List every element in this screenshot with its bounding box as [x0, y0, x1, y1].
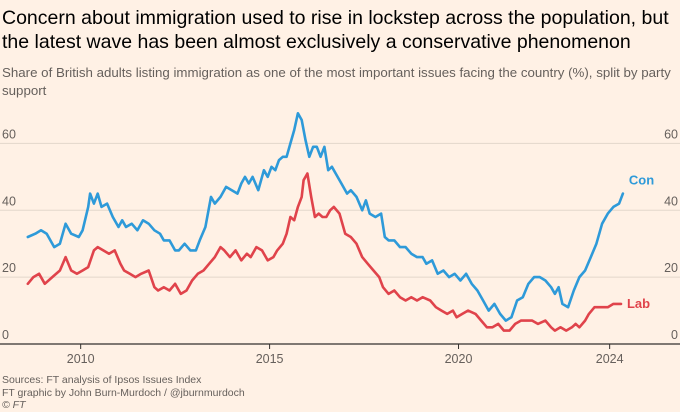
y-tick-left-20: 20: [2, 261, 16, 275]
series-labels: Con Lab: [627, 173, 654, 311]
y-tick-right-60: 60: [664, 127, 678, 141]
y-axis-left: 0 20 40 60: [2, 127, 16, 342]
series-line-con: [26, 112, 625, 322]
y-tick-right-40: 40: [664, 194, 678, 208]
x-tick-2024: 2024: [596, 352, 624, 366]
chart-subtitle: Share of British adults listing immigrat…: [2, 65, 671, 98]
x-tick-2020: 2020: [445, 352, 473, 366]
y-axis-right: 0 20 40 60: [664, 127, 678, 342]
series-label-lab: Lab: [627, 296, 650, 311]
grid-lines: [0, 142, 680, 278]
credit-note: FT graphic by John Burn-Murdoch / @jburn…: [2, 386, 245, 399]
x-axis: 2010 2015 2020 2024: [0, 343, 680, 366]
series-label-con: Con: [629, 173, 654, 188]
x-tick-2010: 2010: [67, 352, 95, 366]
y-tick-right-20: 20: [664, 261, 678, 275]
line-chart: 0 20 40 60 0 20 40 60 2010 2015 2020 2024 Con Lab: [0, 112, 680, 366]
chart-title: Concern about immigration used to rise i…: [2, 7, 669, 53]
y-tick-left-0: 0: [2, 328, 9, 342]
series-lines: [26, 112, 625, 332]
series-line-lab: [26, 172, 623, 332]
y-tick-right-0: 0: [671, 328, 678, 342]
y-tick-left-40: 40: [2, 194, 16, 208]
footer: Sources: FT analysis of Ipsos Issues Ind…: [2, 374, 678, 412]
source-note: Sources: FT analysis of Ipsos Issues Ind…: [2, 374, 202, 386]
copyright-note: © FT: [2, 399, 26, 411]
x-tick-2015: 2015: [256, 352, 284, 366]
y-tick-left-60: 60: [2, 127, 16, 141]
